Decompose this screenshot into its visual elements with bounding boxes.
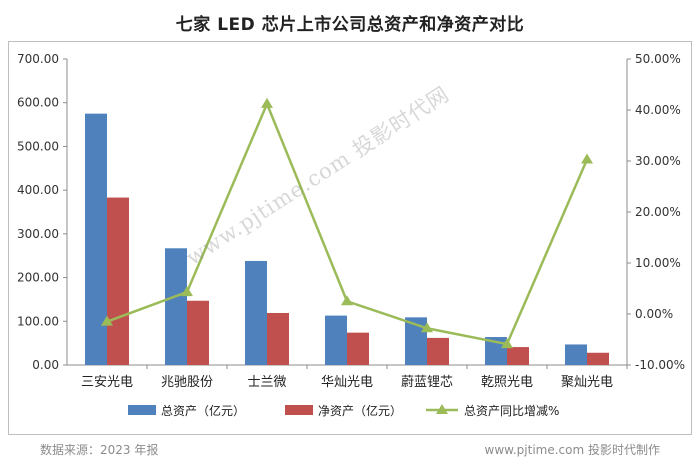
growth-rate-marker [581,153,593,164]
growth-rate-marker [181,286,193,297]
growth-rate-marker [341,295,353,306]
chart-area-border [8,41,692,435]
net-assets-bar [427,337,449,365]
growth-rate-marker [101,315,113,326]
data-source-note: 数据来源：2023 年报 [40,443,159,457]
right-tick-label: 20.00% [635,205,681,219]
x-category-label: 乾照光电 [481,375,533,390]
left-tick-label: 300.00 [17,227,59,241]
total-assets-bar [405,317,427,365]
legend-label: 总资产（亿元） [161,403,245,418]
net-assets-bar [107,197,129,365]
net-assets-bar [587,352,609,365]
x-category-label: 聚灿光电 [561,375,613,390]
right-tick-label: -10.00% [635,358,685,372]
growth-rate-marker [421,322,433,333]
left-tick-label: 200.00 [17,271,59,285]
left-tick-label: 400.00 [17,183,59,197]
net-assets-bar [267,312,289,365]
left-tick-label: 500.00 [17,139,59,153]
total-assets-bar [165,248,187,365]
right-tick-label: 0.00% [635,307,673,321]
x-category-label: 士兰微 [247,375,286,390]
net-assets-bar [187,300,209,365]
left-tick-label: 0.00 [32,358,59,372]
credit-note: www.pjtime.com 投影时代制作 [484,443,660,457]
x-category-label: 华灿光电 [321,375,373,390]
right-tick-label: 50.00% [635,52,681,66]
x-category-label: 兆驰股份 [161,375,213,390]
right-tick-label: 10.00% [635,256,681,270]
left-tick-label: 600.00 [17,96,59,110]
legend-net-assets-swatch [285,405,313,415]
total-assets-bar [85,113,107,366]
total-assets-bar [325,315,347,365]
total-assets-bar [565,344,587,365]
net-assets-bar [347,332,369,365]
net-assets-bar [507,347,529,365]
left-tick-label: 100.00 [17,314,59,328]
chart-title: 七家 LED 芯片上市公司总资产和净资产对比 [175,15,525,35]
growth-rate-marker [261,97,273,108]
left-tick-label: 700.00 [17,52,59,66]
legend-label: 总资产同比增减% [464,404,559,418]
x-category-label: 三安光电 [81,375,133,390]
legend-label: 净资产（亿元） [318,403,402,418]
right-tick-label: 30.00% [635,154,681,168]
right-tick-label: 40.00% [635,103,681,117]
legend-growth-marker-swatch [436,404,448,414]
legend-total-assets-swatch [128,405,156,415]
growth-rate-marker [501,338,513,349]
total-assets-bar [245,260,267,365]
x-category-label: 蔚蓝锂芯 [401,375,453,390]
